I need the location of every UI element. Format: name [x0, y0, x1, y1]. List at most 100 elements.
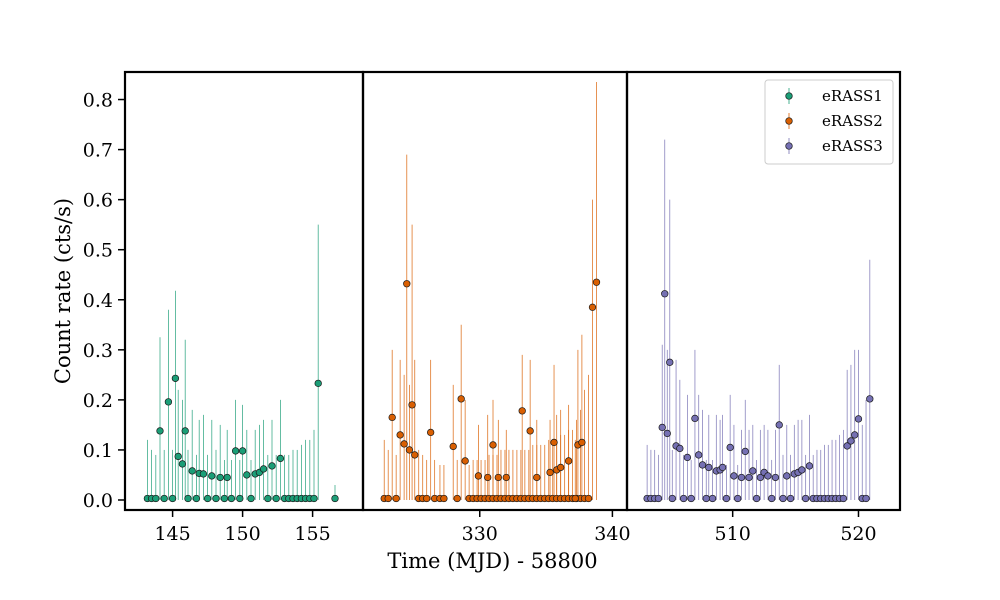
data-point	[276, 454, 285, 463]
data-point	[156, 427, 164, 435]
legend-label: eRASS3	[822, 137, 883, 155]
legend-item-3: eRASS3	[785, 137, 883, 155]
data-point	[171, 374, 180, 382]
data-point	[702, 494, 710, 503]
data-point	[400, 440, 408, 448]
data-point	[384, 494, 392, 503]
y-tick-label: 0.5	[83, 240, 113, 262]
y-tick-label: 0.2	[83, 390, 113, 412]
data-point	[396, 431, 404, 439]
data-point	[236, 494, 244, 503]
data-point	[152, 494, 160, 503]
data-point	[764, 472, 772, 480]
error-bars-2	[383, 82, 597, 500]
data-point	[866, 395, 874, 403]
data-point	[584, 494, 593, 503]
data-point	[502, 473, 510, 482]
data-point	[752, 494, 761, 503]
data-point	[526, 427, 534, 435]
legend: eRASS1 eRASS2 eRASS3	[764, 79, 894, 165]
data-point	[854, 415, 863, 423]
data-point	[695, 451, 703, 459]
data-point	[839, 494, 848, 503]
data-point	[411, 451, 419, 459]
data-point	[798, 466, 806, 474]
data-point	[786, 494, 795, 503]
data-point	[783, 472, 791, 480]
data-point	[668, 494, 676, 503]
data-point	[771, 473, 780, 482]
data-point	[227, 494, 236, 503]
panel-frame	[625, 70, 902, 512]
data-point	[408, 401, 416, 409]
y-tick-label: 0.8	[83, 90, 113, 112]
data-point	[203, 494, 212, 503]
x-tick-label: 150	[224, 523, 260, 545]
data-point	[734, 494, 742, 503]
data-point	[679, 494, 688, 503]
y-axis-label: Count rate (cts/s)	[51, 198, 75, 384]
data-point	[718, 463, 727, 472]
error-bars-3	[646, 139, 871, 500]
data-point	[220, 494, 229, 503]
data-point	[489, 441, 497, 449]
data-point	[805, 462, 814, 470]
data-point	[168, 494, 177, 503]
data-point	[687, 494, 695, 503]
data-point	[188, 467, 196, 475]
legend-marker	[785, 92, 793, 100]
data-point	[550, 438, 558, 447]
data-point	[654, 494, 663, 503]
data-point	[216, 473, 224, 482]
x-tick-label: 340	[594, 523, 630, 545]
y-tick-label: 0.4	[83, 290, 113, 312]
data-point	[272, 494, 280, 503]
panel-3: 510 520	[625, 70, 902, 545]
data-point	[160, 494, 168, 503]
y-tick-label: 0.1	[83, 440, 113, 462]
data-point	[708, 494, 717, 503]
data-point	[174, 452, 182, 461]
y-tick-label: 0.3	[83, 340, 113, 362]
data-point	[847, 437, 855, 445]
data-point	[268, 462, 276, 470]
data-point	[403, 280, 411, 288]
x-tick-label: 145	[154, 523, 190, 545]
x-tick-label: 330	[462, 523, 498, 545]
legend-box	[764, 79, 894, 165]
data-point	[588, 303, 597, 311]
data-point	[247, 494, 255, 503]
data-point	[666, 358, 674, 366]
data-point	[862, 494, 870, 503]
data-point	[388, 413, 396, 422]
data-point	[427, 428, 435, 437]
legend-marker	[785, 142, 793, 150]
legend-label: eRASS1	[822, 87, 883, 105]
x-tick-label: 155	[294, 523, 330, 545]
data-point	[756, 473, 765, 482]
data-point	[730, 472, 738, 480]
data-point	[212, 494, 220, 503]
data-point	[698, 461, 707, 469]
data-point	[843, 442, 851, 450]
data-point	[564, 457, 573, 465]
panels: 145 150 155 330 340 510 520	[123, 70, 902, 545]
data-point	[440, 494, 448, 503]
data-point	[457, 395, 465, 403]
data-point	[453, 494, 461, 503]
data-points-2	[380, 278, 601, 503]
panel-2: 330 340	[361, 70, 631, 545]
legend-label: eRASS2	[822, 112, 883, 130]
data-points-1	[143, 374, 339, 503]
data-point	[484, 473, 492, 482]
data-point	[243, 471, 251, 479]
data-point	[310, 494, 318, 503]
data-point	[726, 443, 734, 452]
data-point	[264, 494, 272, 503]
data-point	[851, 431, 859, 439]
data-points-3	[643, 290, 874, 503]
data-point	[259, 465, 268, 473]
y-tick-label: 0.7	[83, 140, 113, 162]
x-ticks-1: 145 150 155	[154, 510, 331, 545]
